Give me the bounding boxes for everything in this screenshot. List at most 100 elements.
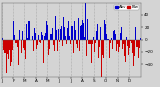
Bar bbox=[50, 34, 51, 40]
Bar bbox=[52, 40, 53, 47]
Bar bbox=[126, 35, 127, 40]
Bar bbox=[62, 40, 63, 46]
Bar bbox=[116, 40, 117, 51]
Bar bbox=[55, 16, 56, 40]
Bar bbox=[81, 25, 82, 40]
Bar bbox=[106, 34, 107, 40]
Bar bbox=[46, 21, 47, 40]
Bar bbox=[12, 40, 13, 50]
Bar bbox=[64, 27, 65, 40]
Bar bbox=[40, 40, 41, 43]
Bar bbox=[92, 24, 93, 40]
Bar bbox=[82, 20, 83, 40]
Bar bbox=[99, 40, 100, 47]
Bar bbox=[59, 40, 60, 42]
Bar bbox=[100, 27, 101, 40]
Bar bbox=[9, 40, 10, 50]
Bar bbox=[89, 32, 90, 40]
Bar bbox=[25, 40, 26, 59]
Bar bbox=[69, 36, 70, 40]
Bar bbox=[79, 40, 80, 51]
Bar bbox=[51, 34, 52, 40]
Bar bbox=[53, 40, 54, 45]
Bar bbox=[10, 40, 11, 66]
Bar bbox=[86, 40, 87, 56]
Bar bbox=[127, 40, 128, 46]
Bar bbox=[36, 40, 37, 49]
Bar bbox=[8, 40, 9, 59]
Bar bbox=[72, 26, 73, 40]
Bar bbox=[121, 27, 122, 40]
Bar bbox=[68, 32, 69, 40]
Bar bbox=[63, 17, 64, 40]
Bar bbox=[3, 40, 4, 50]
Bar bbox=[18, 40, 19, 65]
Bar bbox=[21, 40, 22, 53]
Bar bbox=[39, 40, 40, 42]
Bar bbox=[2, 38, 3, 40]
Bar bbox=[87, 19, 88, 40]
Bar bbox=[77, 40, 78, 48]
Bar bbox=[16, 40, 17, 43]
Bar bbox=[95, 40, 96, 43]
Bar bbox=[109, 40, 110, 58]
Bar bbox=[54, 40, 55, 51]
Bar bbox=[80, 26, 81, 40]
Bar bbox=[6, 40, 7, 73]
Bar bbox=[114, 30, 115, 40]
Bar bbox=[85, 3, 86, 40]
Bar bbox=[104, 20, 105, 40]
Bar bbox=[101, 40, 102, 77]
Bar bbox=[11, 40, 12, 62]
Bar bbox=[71, 26, 72, 40]
Bar bbox=[138, 40, 139, 58]
Bar bbox=[34, 28, 35, 40]
Bar bbox=[22, 31, 23, 40]
Bar bbox=[102, 40, 103, 56]
Bar bbox=[120, 33, 121, 40]
Bar bbox=[90, 40, 91, 44]
Bar bbox=[105, 24, 106, 40]
Bar bbox=[43, 40, 44, 63]
Bar bbox=[35, 33, 36, 40]
Bar bbox=[123, 40, 124, 47]
Bar bbox=[57, 40, 58, 51]
Bar bbox=[70, 40, 71, 44]
Bar bbox=[74, 21, 75, 40]
Bar bbox=[29, 21, 30, 40]
Bar bbox=[83, 23, 84, 40]
Bar bbox=[14, 35, 15, 40]
Bar bbox=[115, 34, 116, 40]
Bar bbox=[26, 24, 27, 40]
Bar bbox=[134, 40, 135, 56]
Bar bbox=[112, 40, 113, 49]
Bar bbox=[131, 40, 132, 58]
Bar bbox=[96, 31, 97, 40]
Bar bbox=[103, 40, 104, 58]
Bar bbox=[137, 40, 138, 47]
Bar bbox=[32, 36, 33, 40]
Bar bbox=[139, 26, 140, 40]
Bar bbox=[38, 35, 39, 40]
Bar bbox=[132, 40, 133, 53]
Bar bbox=[76, 30, 77, 40]
Bar bbox=[117, 40, 118, 44]
Bar bbox=[24, 40, 25, 50]
Bar bbox=[118, 26, 119, 40]
Bar bbox=[73, 40, 74, 53]
Bar bbox=[130, 40, 131, 41]
Bar bbox=[124, 40, 125, 56]
Bar bbox=[19, 30, 20, 40]
Bar bbox=[60, 40, 61, 43]
Bar bbox=[122, 40, 123, 49]
Bar bbox=[111, 38, 112, 40]
Bar bbox=[4, 40, 5, 53]
Bar bbox=[7, 40, 8, 54]
Bar bbox=[17, 40, 18, 47]
Bar bbox=[88, 40, 89, 44]
Bar bbox=[44, 3, 45, 40]
Bar bbox=[47, 25, 48, 40]
Bar bbox=[75, 30, 76, 40]
Bar bbox=[119, 40, 120, 47]
Bar bbox=[48, 40, 49, 55]
